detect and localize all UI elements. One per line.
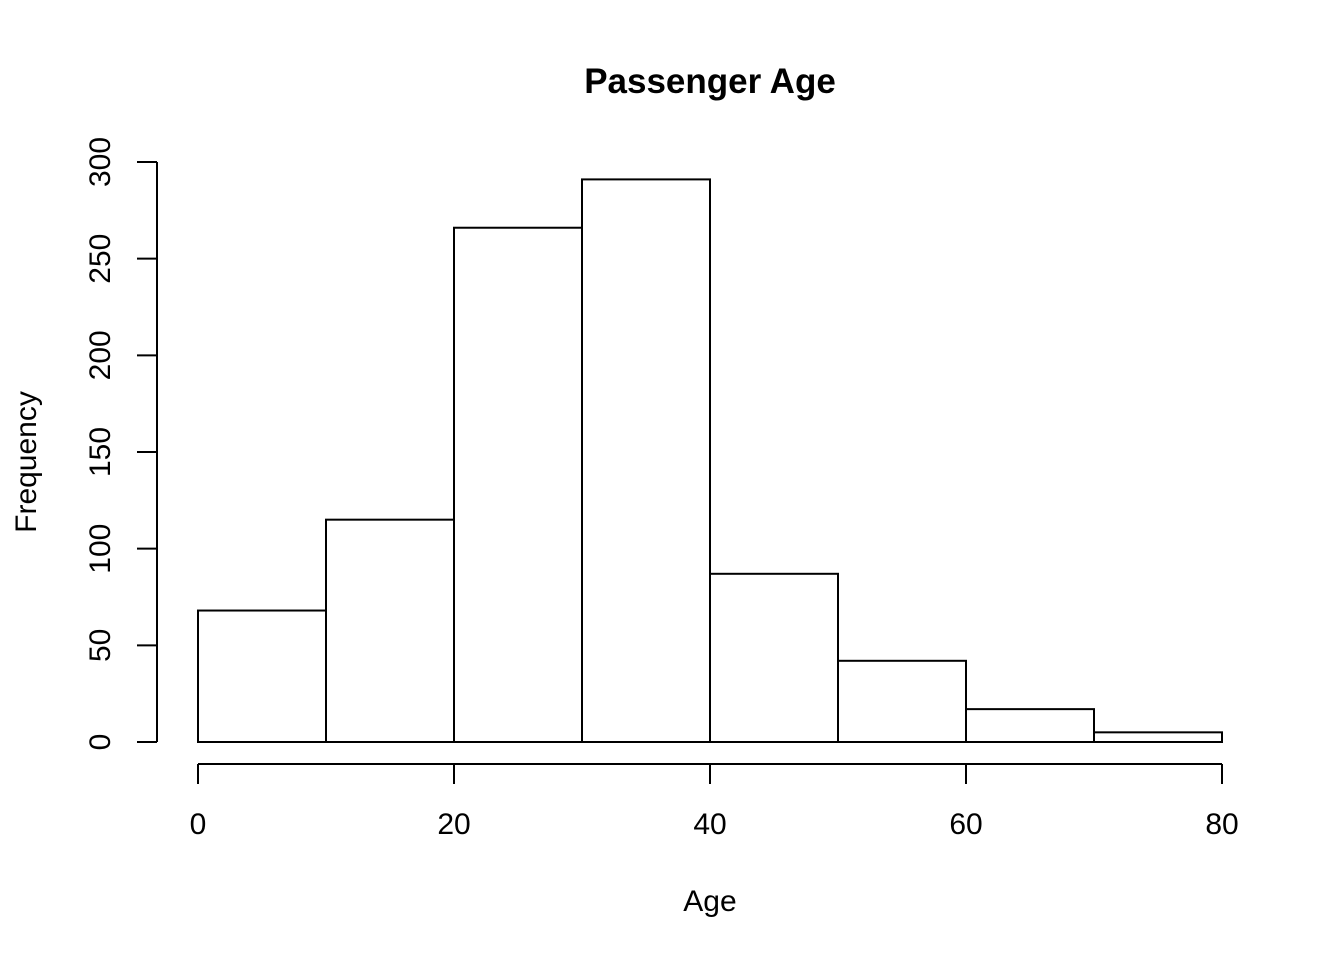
y-tick-label: 100	[84, 524, 117, 574]
bar-10-20	[325, 518, 455, 744]
x-tick-label: 0	[190, 808, 207, 841]
y-tick-label: 0	[84, 734, 117, 751]
x-tick-label: 40	[693, 808, 726, 841]
y-tick-label: 150	[84, 427, 117, 477]
x-tick-label: 80	[1205, 808, 1238, 841]
x-tick-label: 20	[437, 808, 470, 841]
bar-60-70	[965, 708, 1095, 744]
y-axis-label: Frequency	[10, 391, 43, 533]
y-axis: 0 50 100 150 200 250 300	[84, 137, 158, 751]
x-axis: 0 20 40 60 80	[190, 763, 1239, 841]
y-tick-label: 300	[84, 137, 117, 187]
bar-0-10	[197, 609, 327, 743]
x-tick-label: 60	[949, 808, 982, 841]
bars-group	[197, 178, 1223, 744]
y-tick-label: 50	[84, 629, 117, 662]
bar-30-40	[581, 178, 711, 743]
bar-20-30	[453, 226, 583, 743]
chart-title: Passenger Age	[584, 62, 836, 101]
y-tick-label: 200	[84, 330, 117, 380]
bar-40-50	[709, 572, 839, 743]
x-axis-label: Age	[683, 885, 736, 918]
bar-50-60	[837, 659, 967, 743]
y-tick-label: 250	[84, 234, 117, 284]
bar-70-80	[1093, 731, 1223, 743]
